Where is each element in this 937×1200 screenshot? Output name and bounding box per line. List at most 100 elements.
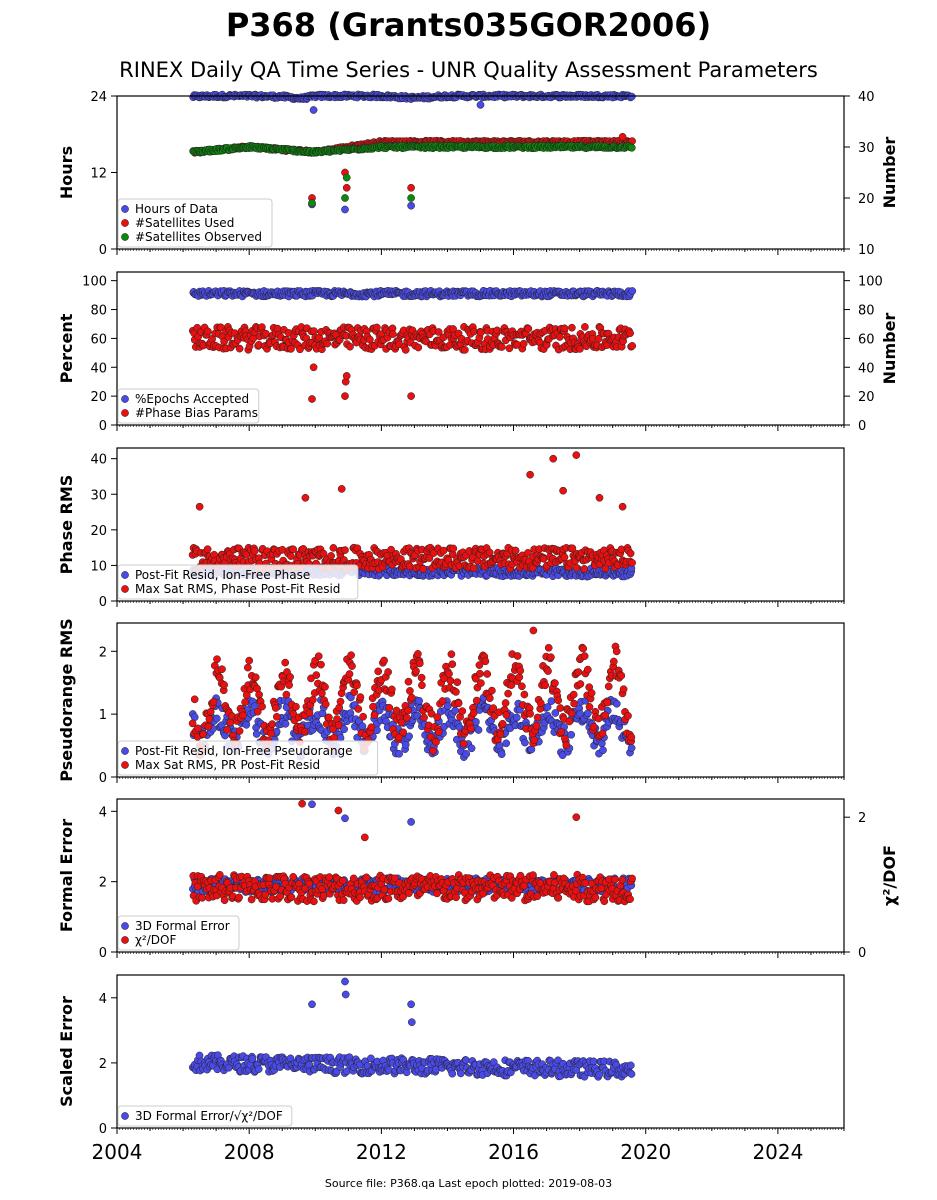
legend-marker	[121, 409, 129, 417]
data-point	[404, 706, 412, 715]
data-point	[547, 653, 555, 662]
data-point	[223, 725, 231, 734]
data-point	[497, 750, 506, 759]
data-point	[286, 673, 294, 681]
data-point	[580, 652, 589, 660]
data-point	[226, 718, 235, 727]
data-point	[512, 713, 521, 722]
data-point	[281, 719, 290, 728]
data-point	[569, 690, 578, 699]
legend-label: Post-Fit Resid, Ion-Free Phase	[135, 568, 310, 582]
y-tick-label: 20	[90, 390, 107, 405]
outlier-point	[342, 372, 351, 380]
data-point	[242, 720, 251, 729]
data-point	[445, 669, 453, 678]
data-point	[533, 713, 542, 722]
data-point	[395, 749, 403, 758]
data-point	[453, 678, 462, 687]
data-point	[218, 665, 226, 674]
data-point	[321, 683, 329, 691]
data-point	[387, 685, 396, 694]
data-point	[282, 690, 291, 699]
data-point	[513, 652, 522, 660]
outlier-point	[337, 485, 346, 493]
data-point	[414, 343, 423, 352]
panel-2: 0 20 40 60 80 100 Percent 0 20 40 60 80 100 Number %Ep…	[57, 271, 899, 434]
y2-tick-label: 20	[858, 192, 875, 207]
outlier-point	[407, 183, 415, 192]
data-point	[502, 711, 511, 719]
data-point	[235, 727, 244, 735]
data-point	[438, 697, 447, 705]
series-3-2	[188, 451, 636, 573]
data-point	[504, 689, 512, 698]
data-point	[541, 681, 550, 690]
y2-tick-label: 30	[858, 141, 875, 156]
data-point	[452, 688, 460, 696]
chart-title: P368 (Grants035GOR2006)	[225, 6, 712, 44]
data-point	[467, 744, 476, 753]
data-point	[432, 738, 440, 746]
data-point	[544, 643, 553, 652]
y-tick-label: 24	[90, 90, 107, 105]
y-tick-label: 30	[90, 488, 107, 503]
data-point	[587, 689, 596, 697]
data-point	[447, 650, 456, 659]
data-point	[314, 652, 323, 661]
data-point	[406, 687, 414, 695]
data-point	[317, 660, 325, 669]
y-tick-label: 0	[99, 595, 107, 610]
data-point	[359, 712, 367, 721]
data-point	[603, 698, 612, 707]
data-point	[516, 666, 525, 675]
data-point	[389, 330, 397, 338]
data-point	[356, 693, 365, 701]
outlier-point	[595, 493, 604, 502]
data-point	[458, 707, 467, 715]
legend-marker	[121, 233, 129, 241]
data-point	[354, 705, 363, 713]
data-point	[627, 733, 636, 742]
y2-tick-label: 80	[858, 304, 875, 319]
data-point	[496, 730, 505, 739]
data-point	[476, 669, 484, 678]
data-point	[628, 287, 637, 295]
data-point	[521, 738, 529, 747]
data-point	[373, 323, 381, 332]
data-point	[556, 704, 565, 712]
data-point	[449, 544, 458, 553]
data-point	[267, 729, 276, 738]
data-point	[241, 698, 249, 706]
data-point	[520, 690, 529, 699]
data-point	[310, 327, 318, 335]
data-point	[434, 728, 443, 736]
data-point	[318, 689, 326, 698]
data-point	[477, 679, 485, 687]
data-point	[348, 662, 356, 670]
data-point	[459, 739, 468, 748]
outlier-point	[342, 173, 351, 182]
outlier-point	[341, 392, 349, 400]
data-point	[407, 693, 416, 702]
data-point	[628, 558, 636, 567]
data-point	[323, 339, 332, 348]
data-point	[544, 667, 552, 675]
data-point	[268, 720, 277, 728]
data-point	[209, 697, 218, 706]
data-point	[519, 339, 528, 348]
data-point	[567, 709, 576, 718]
data-point	[581, 323, 589, 331]
data-point	[627, 744, 636, 752]
data-point	[598, 729, 607, 738]
data-point	[626, 549, 635, 558]
data-point	[599, 746, 607, 755]
data-point	[551, 679, 559, 688]
data-point	[292, 702, 300, 711]
data-point	[526, 709, 534, 718]
y-tick-label: 40	[90, 361, 107, 376]
data-point	[589, 722, 598, 731]
data-point	[612, 647, 621, 656]
y2-tick-label: 10	[858, 243, 875, 258]
series-1-3	[189, 141, 636, 207]
